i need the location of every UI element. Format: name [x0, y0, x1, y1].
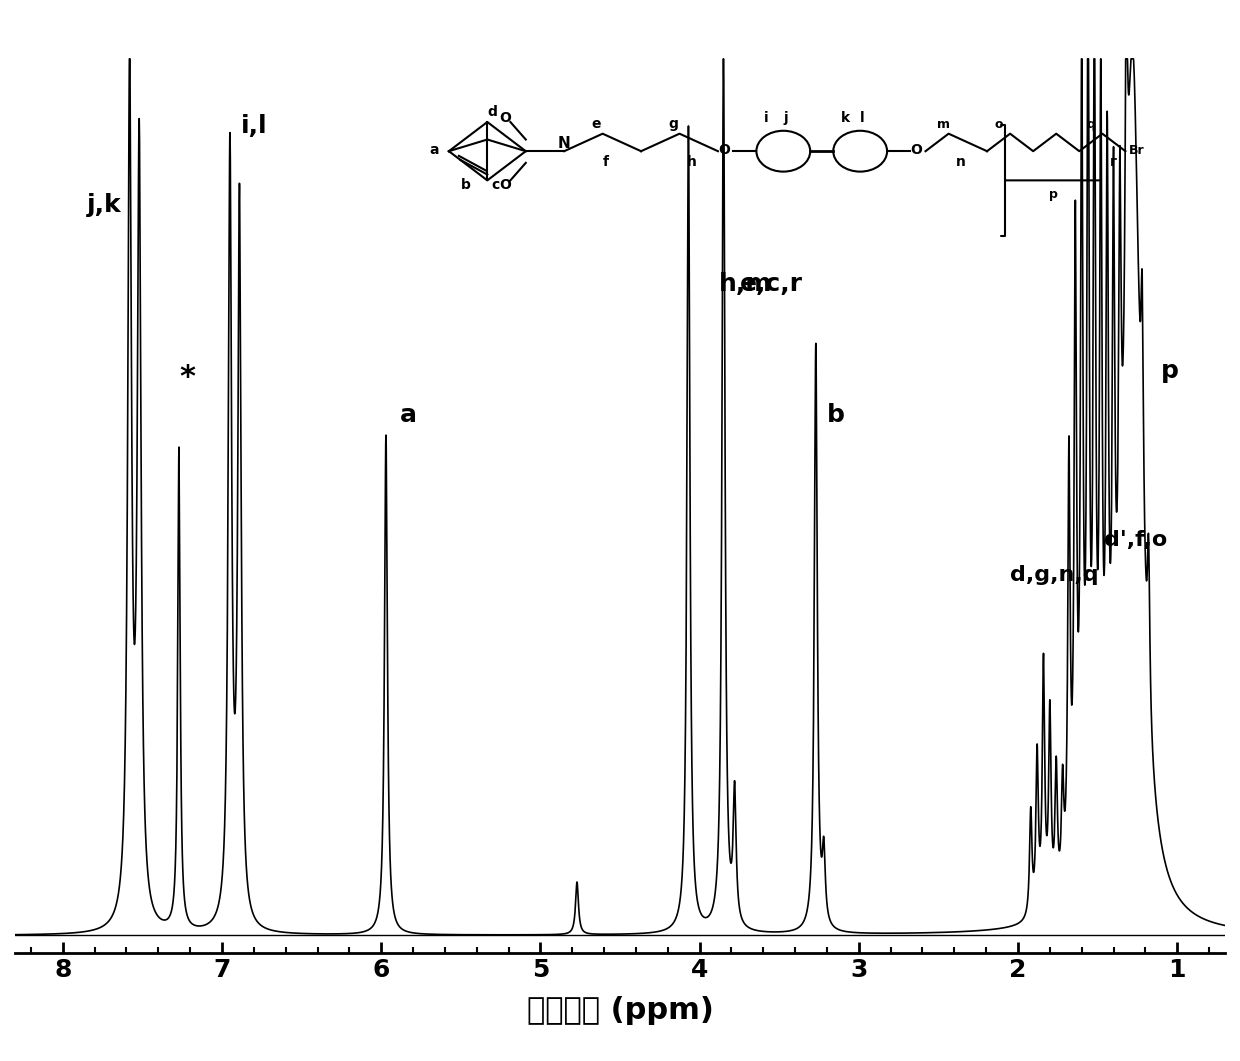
Text: m: m — [937, 118, 950, 131]
Text: e: e — [591, 117, 600, 131]
X-axis label: 化学位移 (ppm): 化学位移 (ppm) — [527, 996, 713, 1025]
Text: p: p — [1049, 188, 1058, 201]
Text: f: f — [603, 155, 609, 169]
Text: h: h — [687, 155, 697, 169]
Text: O: O — [498, 111, 511, 125]
Text: r: r — [1110, 155, 1117, 169]
Text: a: a — [429, 143, 439, 157]
Text: d,g,n,q: d,g,n,q — [1011, 564, 1099, 585]
Text: b: b — [460, 178, 470, 192]
Text: O: O — [718, 143, 730, 157]
Text: Br: Br — [1130, 144, 1145, 157]
Text: i,l: i,l — [241, 114, 268, 138]
Text: b: b — [827, 403, 844, 427]
Text: a: a — [401, 403, 418, 427]
Text: Chemical structure (see image): Chemical structure (see image) — [765, 34, 941, 44]
Text: *: * — [179, 363, 195, 392]
Text: o: o — [994, 118, 1003, 131]
Text: O: O — [498, 178, 511, 192]
Text: d',f,o: d',f,o — [1104, 529, 1167, 550]
Text: N: N — [558, 136, 570, 152]
Text: g: g — [668, 117, 678, 131]
Text: q: q — [1087, 118, 1096, 131]
Text: h,m: h,m — [719, 272, 773, 296]
Text: j,k: j,k — [87, 193, 122, 216]
Text: d: d — [487, 105, 497, 119]
Text: i: i — [764, 111, 769, 125]
Text: n: n — [956, 155, 966, 169]
Text: c: c — [491, 178, 500, 192]
Text: p: p — [1162, 360, 1179, 383]
Text: e,c,r: e,c,r — [739, 272, 802, 296]
Text: l: l — [861, 111, 864, 125]
Text: O: O — [910, 143, 923, 157]
Text: j: j — [784, 111, 787, 125]
Text: k: k — [841, 111, 851, 125]
